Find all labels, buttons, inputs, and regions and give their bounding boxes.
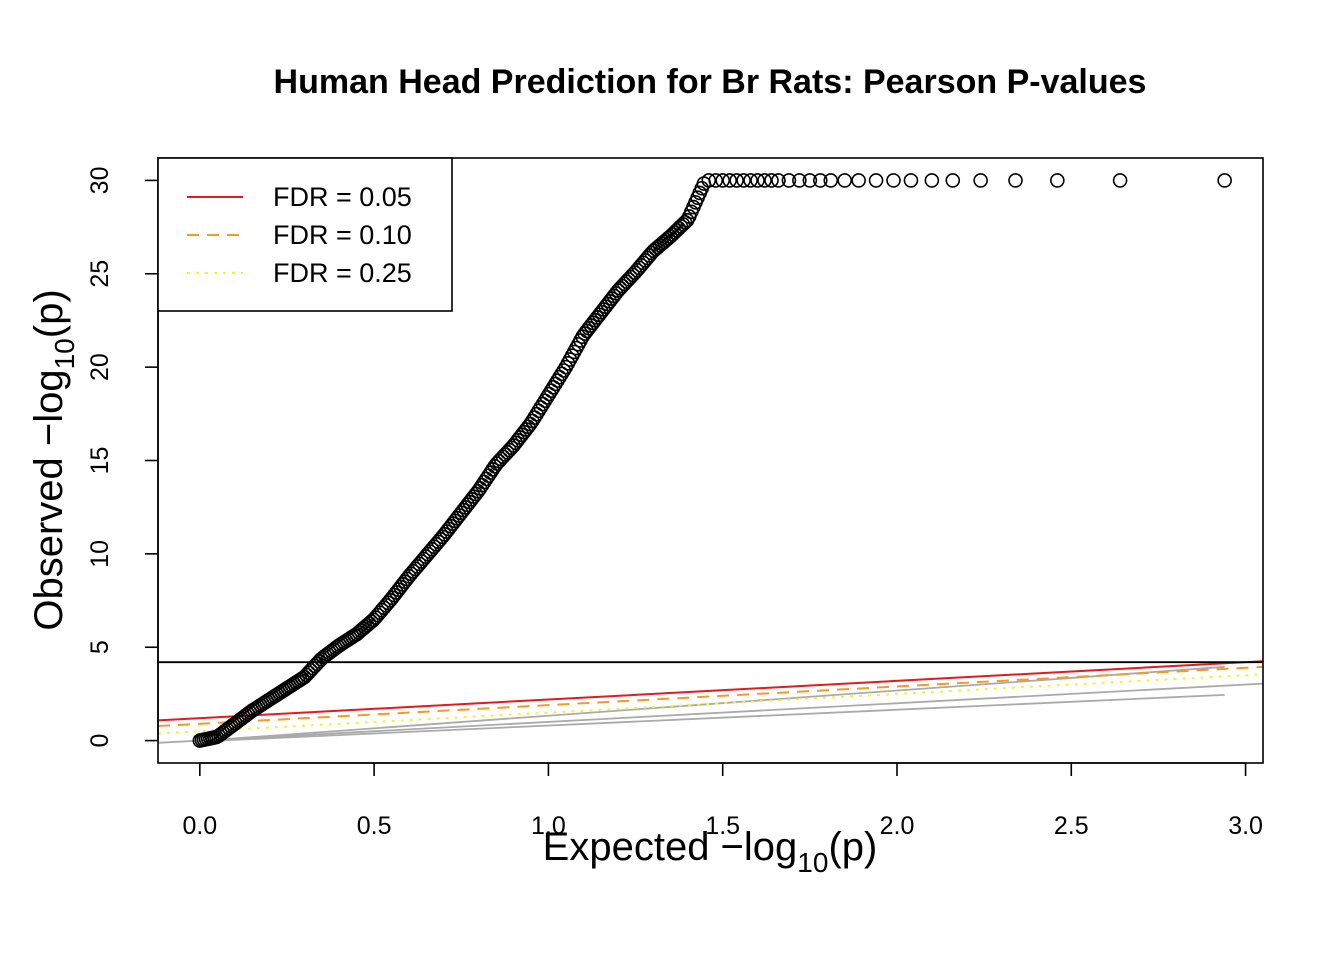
legend-label: FDR = 0.25 <box>273 258 412 288</box>
data-point <box>781 173 797 188</box>
reference-line <box>217 665 1225 741</box>
data-point <box>771 173 786 188</box>
data-point <box>729 173 744 188</box>
chart-title: Human Head Prediction for Br Rats: Pears… <box>274 63 1147 101</box>
data-point <box>701 173 717 188</box>
data-points <box>192 173 1232 748</box>
data-point <box>868 173 884 188</box>
data-point <box>1050 173 1065 188</box>
data-point <box>1112 173 1128 188</box>
data-point <box>556 363 572 378</box>
y-tick-label: 5 <box>86 640 114 654</box>
data-point <box>750 173 765 188</box>
data-point <box>802 173 818 188</box>
y-axis-label: Observed −log10(p) <box>27 289 80 630</box>
x-tick-label: 2.0 <box>880 812 915 840</box>
x-axis-label: Expected −log10(p) <box>543 825 878 878</box>
data-point <box>813 173 828 188</box>
legend-label: FDR = 0.05 <box>273 182 412 212</box>
data-point <box>722 173 737 188</box>
x-tick-label: 3.0 <box>1228 812 1263 840</box>
data-point <box>708 173 724 188</box>
x-tick-label: 2.5 <box>1054 812 1089 840</box>
y-tick-label: 30 <box>86 167 114 195</box>
y-tick-label: 15 <box>86 447 114 475</box>
data-point <box>851 173 866 188</box>
data-point <box>764 173 779 188</box>
reference-line <box>158 682 1263 744</box>
data-point <box>945 173 961 188</box>
data-point <box>743 173 758 188</box>
data-point <box>1217 173 1232 188</box>
data-point <box>757 173 772 188</box>
data-point <box>792 173 807 188</box>
fdr-line <box>158 660 1263 722</box>
data-point <box>924 173 940 188</box>
y-tick-label: 10 <box>86 540 114 568</box>
x-axis: 0.0 0.5 1.0 1.5 2.0 2.5 3.0 <box>182 762 1263 840</box>
reference-line <box>217 693 1225 742</box>
data-point <box>837 173 853 188</box>
x-tick-label: 0.0 <box>182 812 217 840</box>
y-tick-label: 0 <box>86 734 114 748</box>
y-tick-label: 20 <box>86 353 114 381</box>
data-point <box>886 173 901 188</box>
legend: FDR = 0.05 FDR = 0.10 FDR = 0.25 <box>157 157 453 312</box>
fdr-threshold-lines <box>158 660 1263 735</box>
legend-label: FDR = 0.10 <box>273 220 412 250</box>
data-point <box>973 173 988 188</box>
x-tick-label: 1.5 <box>705 812 740 840</box>
y-tick-label: 25 <box>86 260 114 288</box>
reference-lines <box>158 665 1263 744</box>
data-point <box>736 173 751 188</box>
x-tick-label: 1.0 <box>531 812 566 840</box>
data-point <box>903 173 919 188</box>
data-point <box>823 173 839 188</box>
x-tick-label: 0.5 <box>357 812 392 840</box>
data-point <box>1008 173 1023 188</box>
y-axis: 0 5 10 15 20 25 30 <box>86 167 159 748</box>
fdr-line <box>158 665 1263 728</box>
data-point <box>715 173 731 188</box>
